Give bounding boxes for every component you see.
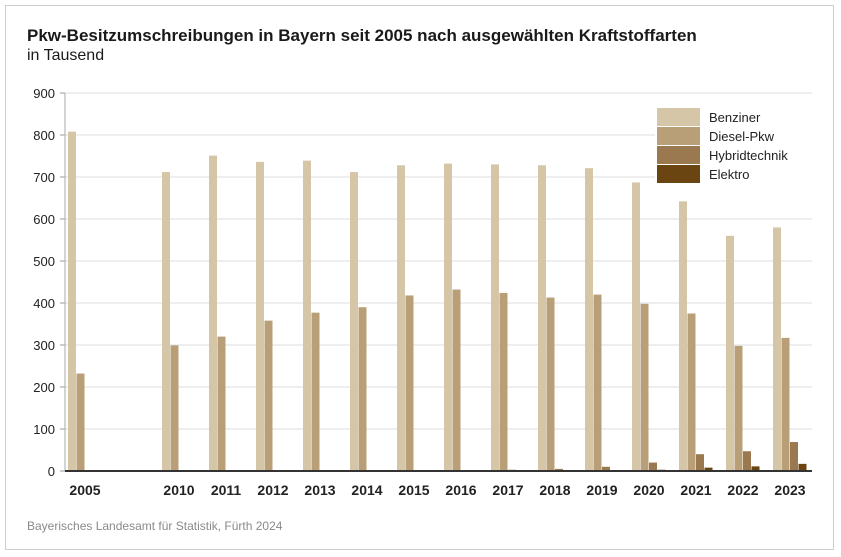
legend-label: Diesel-Pkw — [709, 129, 775, 144]
bar-benziner-2015 — [397, 165, 405, 472]
bar-diesel-pkw-2021 — [687, 313, 696, 471]
bar-benziner-2013 — [303, 160, 311, 471]
chart-subtitle: in Tausend — [27, 47, 105, 64]
source-note: Bayerisches Landesamt für Statistik, Für… — [27, 519, 283, 533]
bar-diesel-pkw-2020 — [640, 303, 649, 471]
y-tick-label: 300 — [33, 338, 55, 353]
bar-elektro-2021 — [704, 467, 713, 471]
x-tick-label: 2023 — [774, 482, 805, 498]
bar-hybridtechnik-2019 — [602, 466, 610, 471]
legend-swatch — [657, 165, 700, 183]
bar-hybridtechnik-2018 — [555, 468, 563, 471]
x-tick-label: 2017 — [492, 482, 523, 498]
legend-swatch — [657, 146, 700, 164]
bar-benziner-2019 — [585, 168, 593, 471]
y-tick-label: 200 — [33, 380, 55, 395]
bar-benziner-2016 — [444, 163, 452, 471]
bar-benziner-2005 — [68, 131, 76, 471]
x-tick-label: 2014 — [351, 482, 382, 498]
bar-hybridtechnik-2021 — [696, 454, 704, 471]
bar-diesel-pkw-2018 — [546, 297, 555, 471]
legend-label: Hybridtechnik — [709, 148, 788, 163]
bar-benziner-2021 — [679, 201, 687, 472]
bar-elektro-2023 — [798, 463, 807, 471]
bar-diesel-pkw-2015 — [405, 295, 414, 471]
x-tick-label: 2015 — [398, 482, 429, 498]
legend-label: Elektro — [709, 167, 749, 182]
bar-benziner-2022 — [726, 235, 734, 471]
bar-diesel-pkw-2013 — [311, 312, 320, 471]
bar-diesel-pkw-2016 — [452, 289, 461, 471]
y-tick-label: 100 — [33, 422, 55, 437]
bar-diesel-pkw-2017 — [499, 292, 508, 471]
y-tick-label: 800 — [33, 128, 55, 143]
chart-title: Pkw-Besitzumschreibungen in Bayern seit … — [27, 26, 697, 45]
x-tick-label: 2020 — [633, 482, 664, 498]
x-tick-label: 2005 — [69, 482, 100, 498]
legend-swatch — [657, 127, 700, 145]
bar-diesel-pkw-2010 — [170, 345, 179, 471]
bar-diesel-pkw-2023 — [781, 337, 790, 471]
legend-label: Benziner — [709, 110, 761, 125]
bar-benziner-2010 — [162, 171, 170, 471]
bar-diesel-pkw-2012 — [264, 320, 273, 471]
bar-diesel-pkw-2022 — [734, 345, 743, 471]
bar-benziner-2017 — [491, 164, 499, 471]
bar-benziner-2018 — [538, 165, 546, 472]
y-tick-label: 500 — [33, 254, 55, 269]
y-tick-label: 0 — [48, 464, 55, 479]
y-tick-label: 400 — [33, 296, 55, 311]
x-tick-label: 2010 — [163, 482, 194, 498]
bar-benziner-2023 — [773, 227, 781, 471]
bar-diesel-pkw-2011 — [217, 336, 226, 471]
bar-benziner-2011 — [209, 155, 217, 471]
bar-elektro-2022 — [751, 466, 760, 471]
bar-diesel-pkw-2005 — [76, 373, 85, 471]
bar-benziner-2020 — [632, 182, 640, 471]
y-tick-label: 900 — [33, 86, 55, 101]
y-tick-label: 700 — [33, 170, 55, 185]
bar-hybridtechnik-2022 — [743, 451, 751, 471]
x-tick-label: 2016 — [445, 482, 476, 498]
x-tick-label: 2013 — [304, 482, 335, 498]
bar-benziner-2012 — [256, 161, 264, 471]
bar-hybridtechnik-2023 — [790, 442, 798, 471]
x-tick-label: 2011 — [211, 482, 242, 498]
chart-frame — [5, 5, 834, 550]
x-tick-label: 2019 — [586, 482, 617, 498]
bar-diesel-pkw-2019 — [593, 294, 602, 471]
bar-hybridtechnik-2020 — [649, 462, 657, 471]
x-tick-label: 2012 — [257, 482, 288, 498]
x-tick-label: 2018 — [539, 482, 570, 498]
bar-benziner-2014 — [350, 171, 358, 471]
legend-swatch — [657, 108, 700, 126]
x-tick-label: 2022 — [727, 482, 758, 498]
bar-diesel-pkw-2014 — [358, 307, 367, 471]
y-tick-label: 600 — [33, 212, 55, 227]
x-tick-label: 2021 — [680, 482, 711, 498]
